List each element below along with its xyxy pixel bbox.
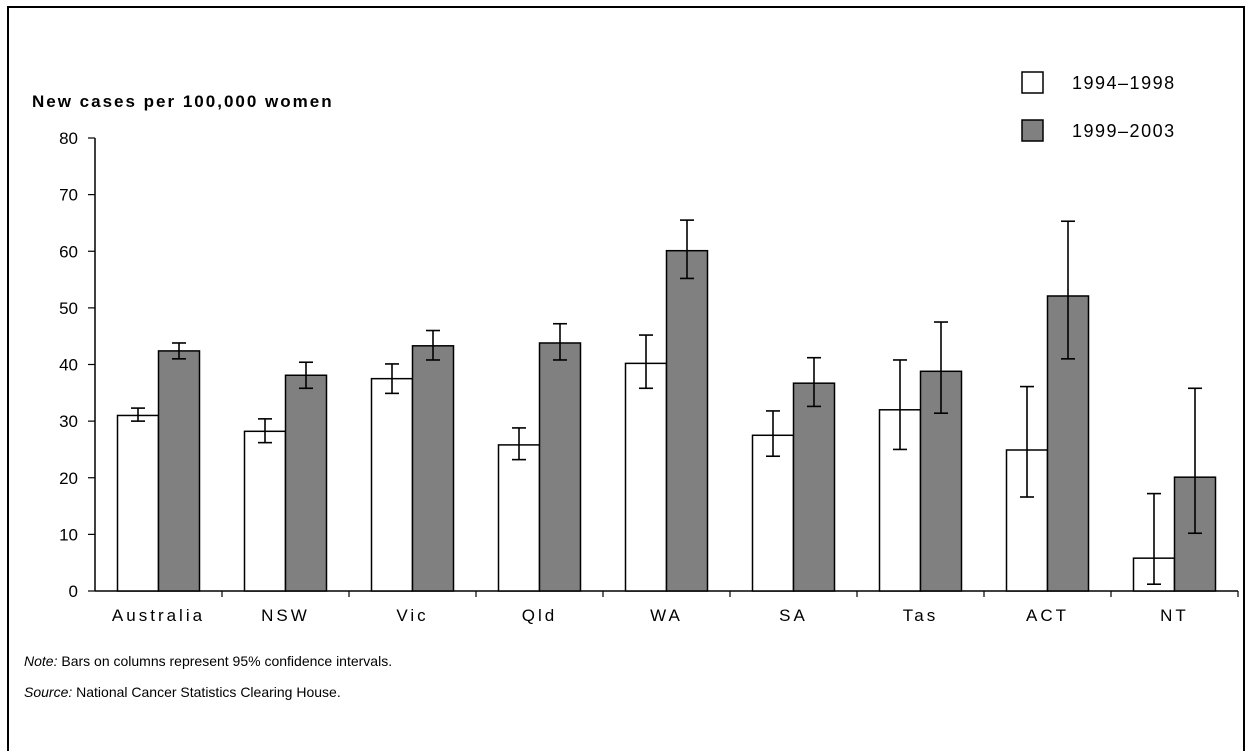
bar (624, 362, 668, 592)
bar (665, 249, 709, 592)
legend-label: 1994–1998 (1072, 73, 1176, 93)
bar (243, 430, 287, 592)
bar (157, 350, 201, 592)
x-tick-label: WA (650, 606, 683, 625)
y-tick-label: 40 (59, 356, 78, 375)
y-tick-label: 10 (59, 525, 78, 544)
source-label: Source: (24, 684, 73, 700)
bar (284, 374, 328, 592)
x-tick-label: ACT (1026, 606, 1069, 625)
legend-swatch (1021, 119, 1044, 142)
note-text: Bars on columns represent 95% confidence… (57, 653, 393, 669)
legend-swatch (1021, 71, 1044, 94)
bar (370, 377, 414, 592)
source-line: Source: National Cancer Statistics Clear… (24, 684, 341, 700)
x-tick-label: Tas (903, 606, 938, 625)
x-tick-label: SA (779, 606, 808, 625)
bar (411, 345, 455, 592)
bar (497, 444, 541, 592)
x-tick-label: NT (1160, 606, 1189, 625)
bar (792, 382, 836, 592)
y-tick-label: 50 (59, 299, 78, 318)
y-tick-label: 60 (59, 242, 78, 261)
bar (116, 414, 160, 592)
y-tick-label: 80 (59, 129, 78, 148)
source-text: National Cancer Statistics Clearing Hous… (72, 684, 341, 700)
note-label: Note: (24, 653, 58, 669)
x-tick-label: Qld (522, 606, 557, 625)
y-tick-label: 70 (59, 186, 78, 205)
y-tick-label: 30 (59, 412, 78, 431)
y-tick-label: 0 (69, 582, 78, 601)
y-axis-label: New cases per 100,000 women (32, 92, 334, 111)
y-tick-label: 20 (59, 469, 78, 488)
bar (751, 434, 795, 592)
x-tick-label: Australia (112, 606, 205, 625)
x-tick-label: NSW (261, 606, 310, 625)
bar (538, 342, 582, 592)
note-line: Note: Bars on columns represent 95% conf… (24, 653, 392, 669)
x-tick-label: Vic (396, 606, 428, 625)
legend-label: 1999–2003 (1072, 121, 1176, 141)
